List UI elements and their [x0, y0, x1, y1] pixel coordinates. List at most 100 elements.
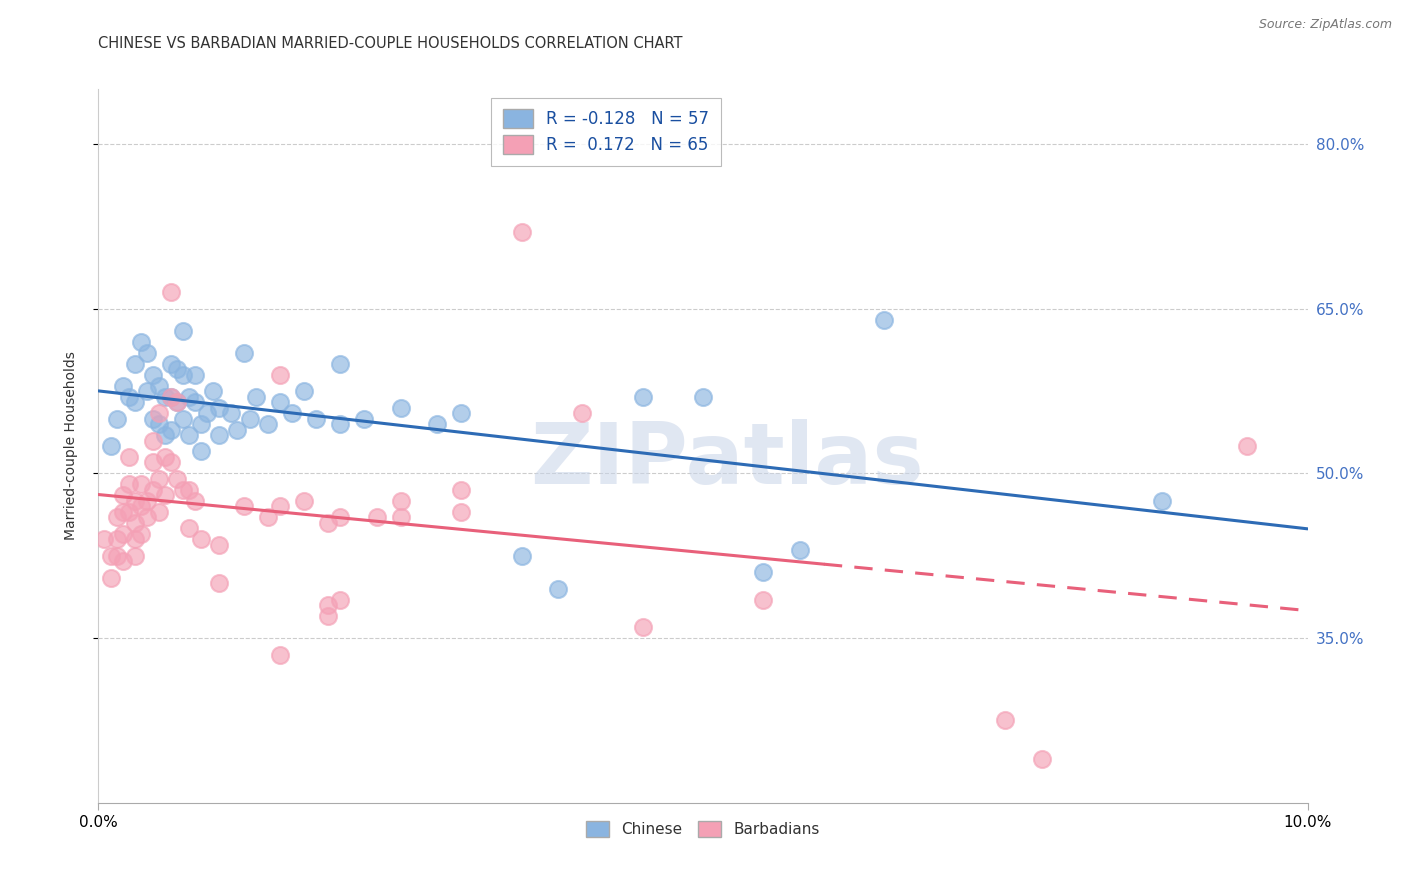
Y-axis label: Married-couple Households: Married-couple Households	[63, 351, 77, 541]
Point	[232, 500, 254, 514]
Point	[118, 505, 141, 519]
Point	[631, 390, 654, 404]
Point	[450, 483, 472, 497]
Point	[305, 411, 328, 425]
Point	[269, 395, 291, 409]
Point	[153, 428, 176, 442]
Point	[148, 505, 170, 519]
Point	[692, 390, 714, 404]
Point	[316, 598, 339, 612]
Point	[1152, 494, 1174, 508]
Point	[166, 395, 188, 409]
Point	[510, 549, 533, 563]
Point	[135, 510, 157, 524]
Point	[148, 417, 170, 431]
Point	[111, 505, 134, 519]
Point	[118, 390, 141, 404]
Point	[160, 455, 183, 469]
Text: CHINESE VS BARBADIAN MARRIED-COUPLE HOUSEHOLDS CORRELATION CHART: CHINESE VS BARBADIAN MARRIED-COUPLE HOUS…	[98, 36, 683, 51]
Point	[389, 494, 412, 508]
Point	[148, 406, 170, 420]
Point	[510, 225, 533, 239]
Point	[269, 500, 291, 514]
Point	[111, 554, 134, 568]
Text: Source: ZipAtlas.com: Source: ZipAtlas.com	[1258, 18, 1392, 31]
Point	[329, 592, 352, 607]
Point	[135, 494, 157, 508]
Point	[292, 384, 315, 398]
Point	[118, 477, 141, 491]
Point	[135, 345, 157, 359]
Point	[172, 324, 194, 338]
Point	[281, 406, 304, 420]
Text: ZIPatlas: ZIPatlas	[530, 418, 924, 502]
Point	[195, 406, 218, 420]
Point	[124, 549, 146, 563]
Point	[389, 510, 412, 524]
Point	[221, 406, 243, 420]
Point	[172, 411, 194, 425]
Point	[269, 648, 291, 662]
Point	[329, 357, 352, 371]
Point	[105, 549, 128, 563]
Point	[208, 401, 231, 415]
Point	[1031, 752, 1053, 766]
Point	[124, 516, 146, 530]
Point	[172, 368, 194, 382]
Point	[190, 417, 212, 431]
Point	[129, 477, 152, 491]
Point	[135, 384, 157, 398]
Point	[547, 582, 569, 596]
Point	[202, 384, 225, 398]
Point	[111, 488, 134, 502]
Point	[450, 406, 472, 420]
Point	[389, 401, 412, 415]
Point	[118, 450, 141, 464]
Point	[160, 390, 183, 404]
Point	[426, 417, 449, 431]
Point	[179, 390, 201, 404]
Point	[166, 395, 188, 409]
Point	[105, 411, 128, 425]
Point	[148, 378, 170, 392]
Point	[571, 406, 593, 420]
Point	[153, 488, 176, 502]
Point	[239, 411, 262, 425]
Point	[124, 357, 146, 371]
Point	[142, 483, 165, 497]
Point	[873, 312, 896, 326]
Point	[105, 533, 128, 547]
Point	[172, 483, 194, 497]
Point	[316, 516, 339, 530]
Point	[256, 417, 278, 431]
Point	[142, 455, 165, 469]
Point	[124, 533, 146, 547]
Point	[124, 395, 146, 409]
Point	[190, 533, 212, 547]
Point	[316, 609, 339, 624]
Point	[789, 543, 811, 558]
Point	[366, 510, 388, 524]
Point	[100, 571, 122, 585]
Point	[142, 434, 165, 448]
Point	[93, 533, 115, 547]
Point	[129, 334, 152, 349]
Point	[124, 494, 146, 508]
Point	[184, 494, 207, 508]
Point	[142, 368, 165, 382]
Point	[166, 472, 188, 486]
Point	[111, 378, 134, 392]
Point	[353, 411, 375, 425]
Point	[329, 417, 352, 431]
Point	[184, 395, 207, 409]
Point	[994, 714, 1017, 728]
Point	[148, 472, 170, 486]
Point	[160, 390, 183, 404]
Point	[752, 566, 775, 580]
Point	[179, 521, 201, 535]
Point	[179, 483, 201, 497]
Point	[100, 549, 122, 563]
Point	[208, 428, 231, 442]
Point	[184, 368, 207, 382]
Point	[160, 357, 183, 371]
